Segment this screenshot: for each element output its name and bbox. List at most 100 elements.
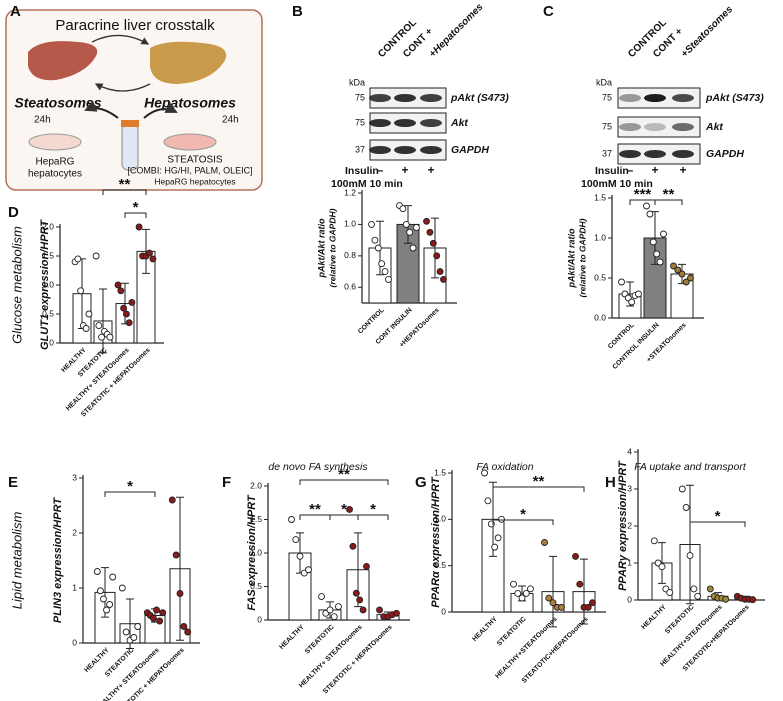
data-point [128,298,136,306]
y-axis-label: GLUT1 expression/HPRT [39,219,51,350]
time: 24h [34,115,51,126]
data-point [159,609,167,617]
tube [121,123,139,171]
error-bar [176,496,184,641]
data-point [649,238,657,246]
blot-band [420,119,442,127]
data-point [682,504,690,511]
data-point [660,230,667,238]
dish [163,133,217,151]
data-point [326,606,334,614]
kda-unit: kDa [349,77,365,87]
protein-label: GAPDH [451,144,489,156]
data-point [352,589,360,597]
data-point [385,275,392,283]
data-point [168,496,176,504]
significance-bracket [104,491,156,497]
data-point [522,590,530,597]
y-tick-label: 2 [627,520,632,530]
data-point [150,614,157,622]
data-point [484,497,492,505]
data-point [74,255,82,263]
y-tick-label: 1.0 [250,547,262,557]
blot-band [672,123,694,131]
blot-band [420,94,442,102]
y-tick-label: 1.0 [594,232,606,242]
x-tick-label: HEALTHY+STEATOsomes [494,616,559,681]
data-point [545,594,553,602]
sign: + [679,163,686,177]
y-tick-label: 1 [627,557,632,567]
data-point [722,595,730,603]
data-point [706,585,714,593]
healthy-liver [28,41,98,81]
data-point [120,304,128,312]
data-point [122,628,130,636]
diagram-title: Paracrine liver crosstalk [55,17,215,34]
data-point [153,606,160,614]
x-tick-label: HEALTHY [278,623,306,651]
significance-bracket [102,189,147,195]
data-point [690,585,698,593]
data-point [85,310,93,318]
data-point [558,603,565,611]
data-point [96,587,104,595]
panel-letter: D [8,204,19,221]
lane-label: +Hepatosomes [427,1,486,60]
sign: + [651,163,658,177]
data-point [436,268,444,276]
kda-label: 75 [602,121,612,131]
data-point [122,310,130,318]
panel-letter: E [8,474,18,491]
protein-label: Akt [705,121,723,133]
data-point [666,589,674,597]
blot-band [369,94,391,102]
y-tick-label: 0.5 [42,308,54,318]
treatment: Insulin [345,165,379,177]
data-point [135,223,143,231]
data-point [184,628,192,636]
data-point [406,228,414,236]
data-point [381,268,389,276]
data-point [100,595,107,603]
significance-label: ** [309,501,321,518]
data-point [378,260,386,268]
x-tick-label: STEATOTIC [496,616,528,648]
data-point [180,623,188,630]
cells-label: HepaRG [36,157,75,168]
data-point [109,573,117,581]
data-point [413,224,420,232]
error-bar [686,484,694,605]
data-point [292,536,300,544]
data-point [95,322,103,330]
y-tick-label: 1.0 [434,514,446,524]
data-point [687,274,694,282]
data-point [106,601,114,608]
side-label: Lipid metabolism [9,512,24,610]
data-point [426,228,434,236]
blot-band [619,123,641,131]
significance-bracket [689,521,746,527]
error-bar [431,217,439,279]
data-point [635,290,642,298]
significance-label: * [520,506,526,523]
data-point [318,593,325,600]
data-point [429,239,437,247]
kda-unit: kDa [596,77,612,87]
data-point [589,599,596,607]
data-point [130,634,138,641]
chart-title: FA oxidation [476,461,533,473]
y-tick-label: 0 [627,594,632,604]
data-point [114,281,122,289]
significance-label: * [133,199,139,216]
blot-band [619,150,641,158]
data-point [658,563,666,571]
panel-letter: H [605,474,616,491]
data-point [678,485,686,493]
blot-band [394,119,416,127]
data-point [296,552,304,560]
error-bar [580,558,588,625]
blot-band [394,94,416,102]
data-point [514,590,522,597]
blot-strip [617,116,701,138]
